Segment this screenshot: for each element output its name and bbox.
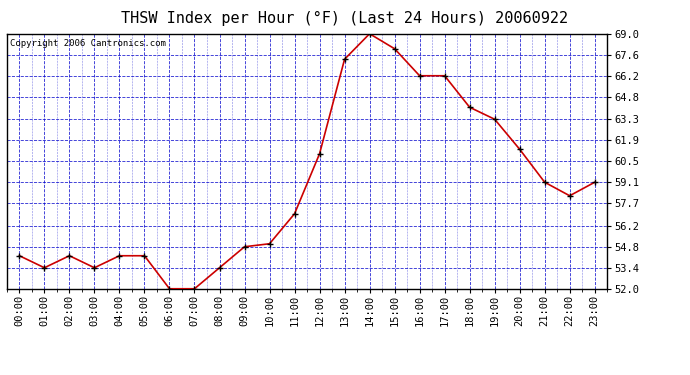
Text: Copyright 2006 Cantronics.com: Copyright 2006 Cantronics.com <box>10 39 166 48</box>
Text: THSW Index per Hour (°F) (Last 24 Hours) 20060922: THSW Index per Hour (°F) (Last 24 Hours)… <box>121 11 569 26</box>
